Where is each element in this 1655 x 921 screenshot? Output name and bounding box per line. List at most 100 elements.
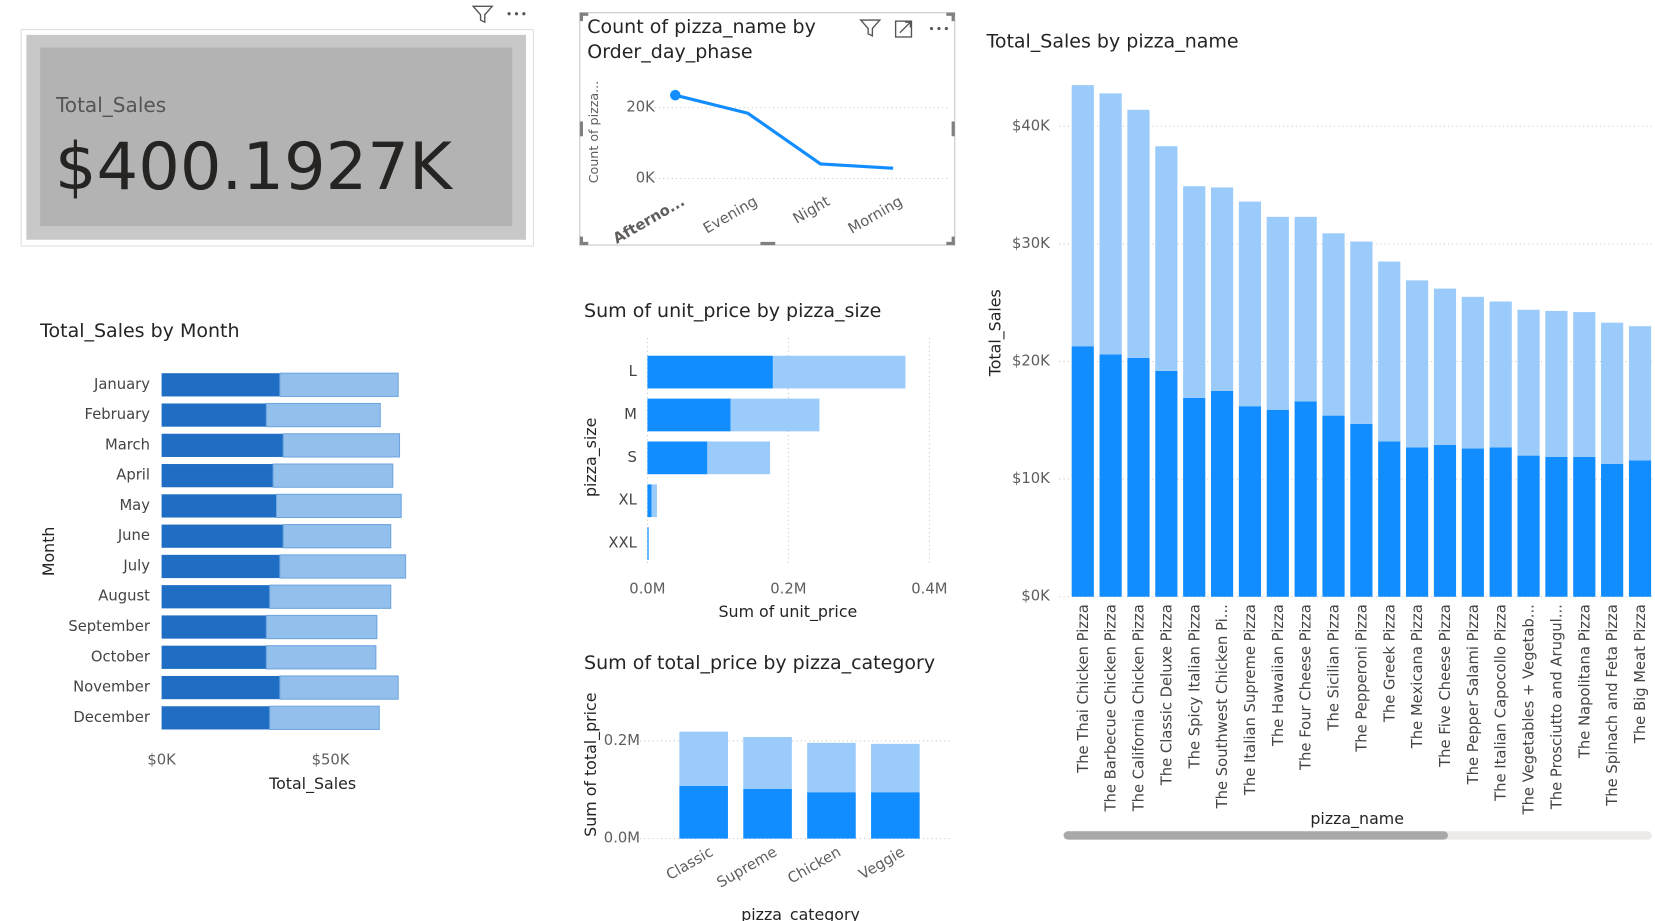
bar — [1545, 310, 1568, 457]
bar — [871, 792, 920, 839]
y-tick-label: February — [85, 406, 151, 423]
y-tick-label: September — [68, 618, 151, 635]
bar — [1573, 312, 1596, 457]
y-axis-title: Total_Sales — [985, 289, 1005, 377]
bar — [1238, 406, 1262, 597]
bar — [647, 484, 652, 518]
y-tick-label: M — [624, 406, 637, 423]
x-tick-label: The Pepper Salami Pizza — [1465, 604, 1482, 785]
y-tick-label: March — [105, 436, 150, 453]
x-tick-label: The Italian Supreme Pizza — [1242, 604, 1259, 796]
y-tick-label: June — [117, 527, 150, 544]
bar — [265, 614, 378, 640]
point — [670, 89, 681, 101]
x-tick-label: Evening — [700, 193, 760, 237]
card-label: Total_Sales — [55, 93, 166, 117]
y-tick-label: January — [93, 376, 150, 393]
card-value: $400.1927K — [55, 129, 454, 205]
card-icons[interactable] — [471, 5, 526, 24]
bar — [1517, 309, 1540, 456]
y-tick-label: S — [627, 449, 636, 466]
x-tick-label: The California Chicken Pizza — [1131, 604, 1148, 812]
y-axis-title: Sum of total_price — [581, 693, 601, 837]
x-tick-label: The Spinach and Feta Pizza — [1604, 604, 1621, 807]
x-tick-label: 0.2M — [770, 580, 806, 597]
bar — [161, 645, 267, 669]
x-tick-label: The Classic Deluxe Pizza — [1158, 604, 1175, 786]
bar — [1573, 456, 1596, 597]
bar — [161, 554, 280, 579]
bar — [1071, 85, 1094, 347]
bar — [807, 742, 856, 793]
bar — [1183, 186, 1206, 398]
bar — [679, 731, 728, 786]
bar — [807, 792, 856, 839]
bar — [1322, 415, 1345, 597]
x-tick-label: Night — [790, 193, 833, 228]
bar — [1266, 409, 1289, 597]
resize-handles[interactable] — [579, 12, 955, 246]
x-tick-label: The Sicilian Pizza — [1326, 604, 1343, 731]
bar — [161, 615, 267, 639]
x-tick-label: The Southwest Chicken Pi... — [1214, 604, 1231, 809]
chart-title: Total_Sales by Month — [39, 320, 239, 342]
bar — [161, 494, 277, 518]
x-tick-label: The Barbecue Chicken Pizza — [1103, 604, 1120, 812]
y-tick-label: $10K — [1012, 470, 1050, 487]
bar — [647, 441, 708, 475]
x-tick-label: The Mexicana Pizza — [1409, 604, 1426, 749]
x-tick-label: The Big Meat Pizza — [1632, 604, 1649, 744]
bar — [772, 355, 906, 389]
bar — [161, 524, 284, 548]
bar — [647, 527, 649, 560]
bar — [161, 706, 270, 730]
bar — [651, 484, 657, 518]
bar — [1099, 354, 1122, 597]
bar — [743, 788, 792, 839]
bar — [1461, 448, 1484, 597]
bar — [1071, 346, 1094, 597]
bar — [1183, 397, 1206, 597]
bar — [1099, 93, 1122, 355]
y-tick-label: XXL — [608, 535, 637, 552]
bar — [1489, 301, 1512, 448]
bar — [1406, 280, 1429, 448]
x-tick-label: Veggie — [856, 843, 908, 883]
bar — [743, 737, 792, 789]
bar — [161, 464, 274, 488]
bar — [1350, 423, 1373, 597]
bar — [1545, 456, 1568, 597]
y-tick-label: October — [91, 648, 151, 665]
bar — [1601, 463, 1624, 597]
y-tick-label: July — [122, 557, 150, 574]
bar — [279, 372, 399, 397]
chart-title: Count of pizza_name by Order_day_phase — [587, 15, 816, 64]
card-body — [40, 47, 513, 227]
y-axis-title: Month — [39, 527, 58, 577]
y-tick-label: 20K — [626, 99, 655, 116]
chart-title-box: Count of pizza_name by Order_day_phase — [587, 15, 816, 64]
bar — [1517, 455, 1540, 597]
bar — [871, 743, 920, 793]
bar — [269, 705, 380, 730]
bar — [1155, 146, 1178, 371]
bar — [1155, 370, 1178, 597]
x-tick-label: Afterno... — [610, 193, 688, 248]
bar — [679, 785, 728, 839]
line — [674, 93, 894, 170]
visual-icons[interactable] — [859, 19, 948, 38]
x-axis-title: pizza_category — [741, 905, 860, 921]
y-axis-title: pizza_size — [581, 418, 601, 497]
bar — [1350, 241, 1373, 424]
bar — [1601, 322, 1624, 464]
bar — [1127, 109, 1150, 358]
chart-title: Sum of unit_price by pizza_size — [584, 300, 881, 322]
bar — [282, 433, 401, 458]
bar — [161, 373, 280, 397]
bar — [265, 645, 377, 670]
bar — [1433, 445, 1457, 597]
x-tick-label: Chicken — [785, 843, 844, 887]
chart-title: Sum of total_price by pizza_category — [584, 652, 935, 674]
scrollbar-thumb[interactable] — [1063, 831, 1448, 840]
